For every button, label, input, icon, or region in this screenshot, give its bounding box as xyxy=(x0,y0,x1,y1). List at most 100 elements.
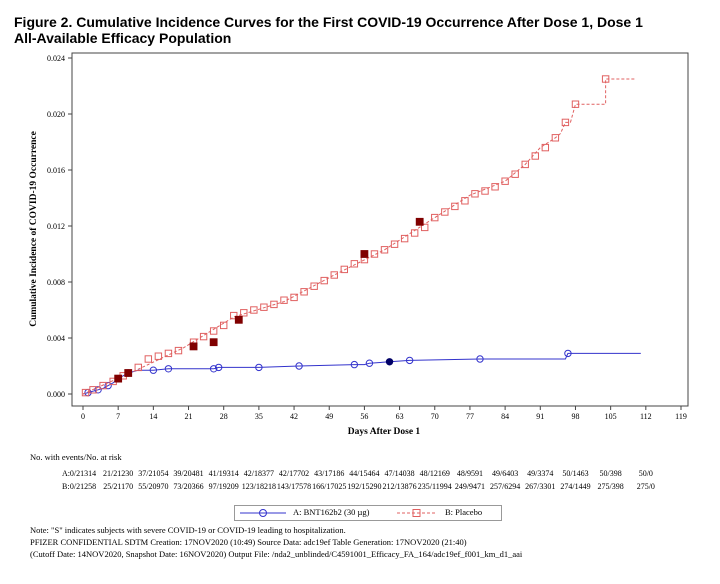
risk-cell: 43/17186 xyxy=(314,469,345,478)
data-point xyxy=(370,250,379,258)
risk-cell: 212/13876 xyxy=(382,482,417,491)
risk-cell: 47/14038 xyxy=(384,469,415,478)
x-tick-label: 70 xyxy=(431,412,439,421)
risk-cell: 49/3374 xyxy=(527,469,554,478)
data-point xyxy=(250,306,258,314)
risk-cell: 0/21314 xyxy=(69,469,97,478)
data-point xyxy=(350,360,359,369)
data-point xyxy=(390,240,399,248)
data-point xyxy=(220,321,228,330)
risk-cell: 275/0 xyxy=(636,482,655,491)
data-point xyxy=(81,388,90,397)
data-point xyxy=(491,183,499,191)
data-point xyxy=(476,355,484,363)
data-point xyxy=(400,234,409,243)
y-axis: 0.000 0.004 0.008 0.012 0.016 0.020 0.024 xyxy=(47,54,72,399)
risk-cell: 274/1449 xyxy=(560,482,591,491)
risk-cell: 192/15290 xyxy=(347,482,382,491)
data-point xyxy=(541,143,550,152)
x-tick-label: 119 xyxy=(675,412,687,421)
y-tick-label: 0.008 xyxy=(47,278,65,287)
data-point xyxy=(134,363,142,372)
y-tick-label: 0.000 xyxy=(47,390,65,399)
data-point xyxy=(561,118,570,127)
series-b xyxy=(81,75,636,397)
data-point xyxy=(89,386,97,394)
data-point xyxy=(365,359,374,367)
x-tick-label: 28 xyxy=(220,412,228,421)
data-point xyxy=(431,213,439,222)
y-tick-label: 0.016 xyxy=(47,166,65,175)
x-tick-label: 7 xyxy=(116,412,120,421)
data-point xyxy=(310,282,318,290)
data-point xyxy=(149,366,158,374)
series-line xyxy=(82,352,641,395)
severe-point xyxy=(189,342,198,351)
figure-title: Figure 2. Cumulative Incidence Curves fo… xyxy=(14,14,714,46)
data-point xyxy=(551,134,560,142)
risk-cell: 166/17025 xyxy=(312,482,347,491)
data-point xyxy=(421,223,429,232)
x-tick-label: 105 xyxy=(605,412,617,421)
data-point xyxy=(330,271,338,279)
y-tick-label: 0.020 xyxy=(47,110,65,119)
data-point xyxy=(209,327,218,335)
x-tick-label: 91 xyxy=(536,412,544,421)
data-point xyxy=(295,362,303,370)
x-tick-label: 56 xyxy=(360,412,368,421)
data-point xyxy=(199,332,208,341)
data-point xyxy=(164,365,173,373)
severe-point xyxy=(385,358,394,366)
risk-cell: 50/398 xyxy=(599,469,622,478)
y-tick-label: 0.024 xyxy=(47,54,65,63)
series-a xyxy=(82,349,641,397)
data-point xyxy=(531,152,539,160)
data-point xyxy=(405,356,414,365)
data-point xyxy=(164,349,173,358)
data-point xyxy=(471,190,479,198)
x-tick-label: 35 xyxy=(255,412,263,421)
data-point xyxy=(451,202,459,211)
risk-cell: 41/19314 xyxy=(208,469,239,478)
x-axis-label: Days After Dose 1 xyxy=(348,427,421,437)
risk-cell: 21/21230 xyxy=(103,469,134,478)
data-point xyxy=(240,309,248,317)
x-tick-label: 42 xyxy=(290,412,298,421)
data-point xyxy=(380,246,389,254)
risk-cell: 55/20970 xyxy=(138,482,169,491)
risk-cell: 73/20366 xyxy=(173,482,204,491)
risk-cell: 143/17578 xyxy=(276,482,312,491)
data-point xyxy=(144,355,153,363)
data-point xyxy=(174,346,183,355)
severe-point xyxy=(114,374,123,383)
risk-cell: 49/6403 xyxy=(491,469,519,478)
risk-cell: 235/11994 xyxy=(417,482,452,491)
data-point xyxy=(340,265,349,274)
risk-cell: 42/17702 xyxy=(278,469,310,478)
legend-b-label: B: Placebo xyxy=(445,507,483,517)
severe-point xyxy=(234,315,243,324)
data-point xyxy=(461,197,469,205)
risk-cell: 37/21054 xyxy=(138,469,169,478)
data-point xyxy=(94,386,102,394)
risk-cell: 25/21170 xyxy=(103,482,134,491)
x-tick-label: 84 xyxy=(501,412,509,421)
data-point xyxy=(214,363,223,372)
data-point xyxy=(260,303,268,311)
legend-a-label: A: BNT162b2 (30 µg) xyxy=(293,507,370,517)
risk-cell: 257/6294 xyxy=(489,482,521,491)
series-layer xyxy=(81,75,641,397)
y-axis-label: Cumulative Incidence of COVID-19 Occurre… xyxy=(29,131,39,327)
data-point xyxy=(270,300,278,309)
y-tick-label: 0.012 xyxy=(47,222,65,231)
title-line-1: Figure 2. Cumulative Incidence Curves fo… xyxy=(14,14,643,30)
risk-table-header: No. with events/No. at risk xyxy=(30,452,122,462)
risk-cell: 50/1463 xyxy=(562,469,589,478)
x-tick-label: 14 xyxy=(149,412,157,421)
data-point xyxy=(571,100,580,108)
risk-cell: 48/9591 xyxy=(456,469,484,478)
risk-cell: 44/15464 xyxy=(349,469,380,478)
severe-point xyxy=(415,217,424,226)
data-point xyxy=(280,296,288,304)
x-tick-label: 112 xyxy=(640,412,652,421)
